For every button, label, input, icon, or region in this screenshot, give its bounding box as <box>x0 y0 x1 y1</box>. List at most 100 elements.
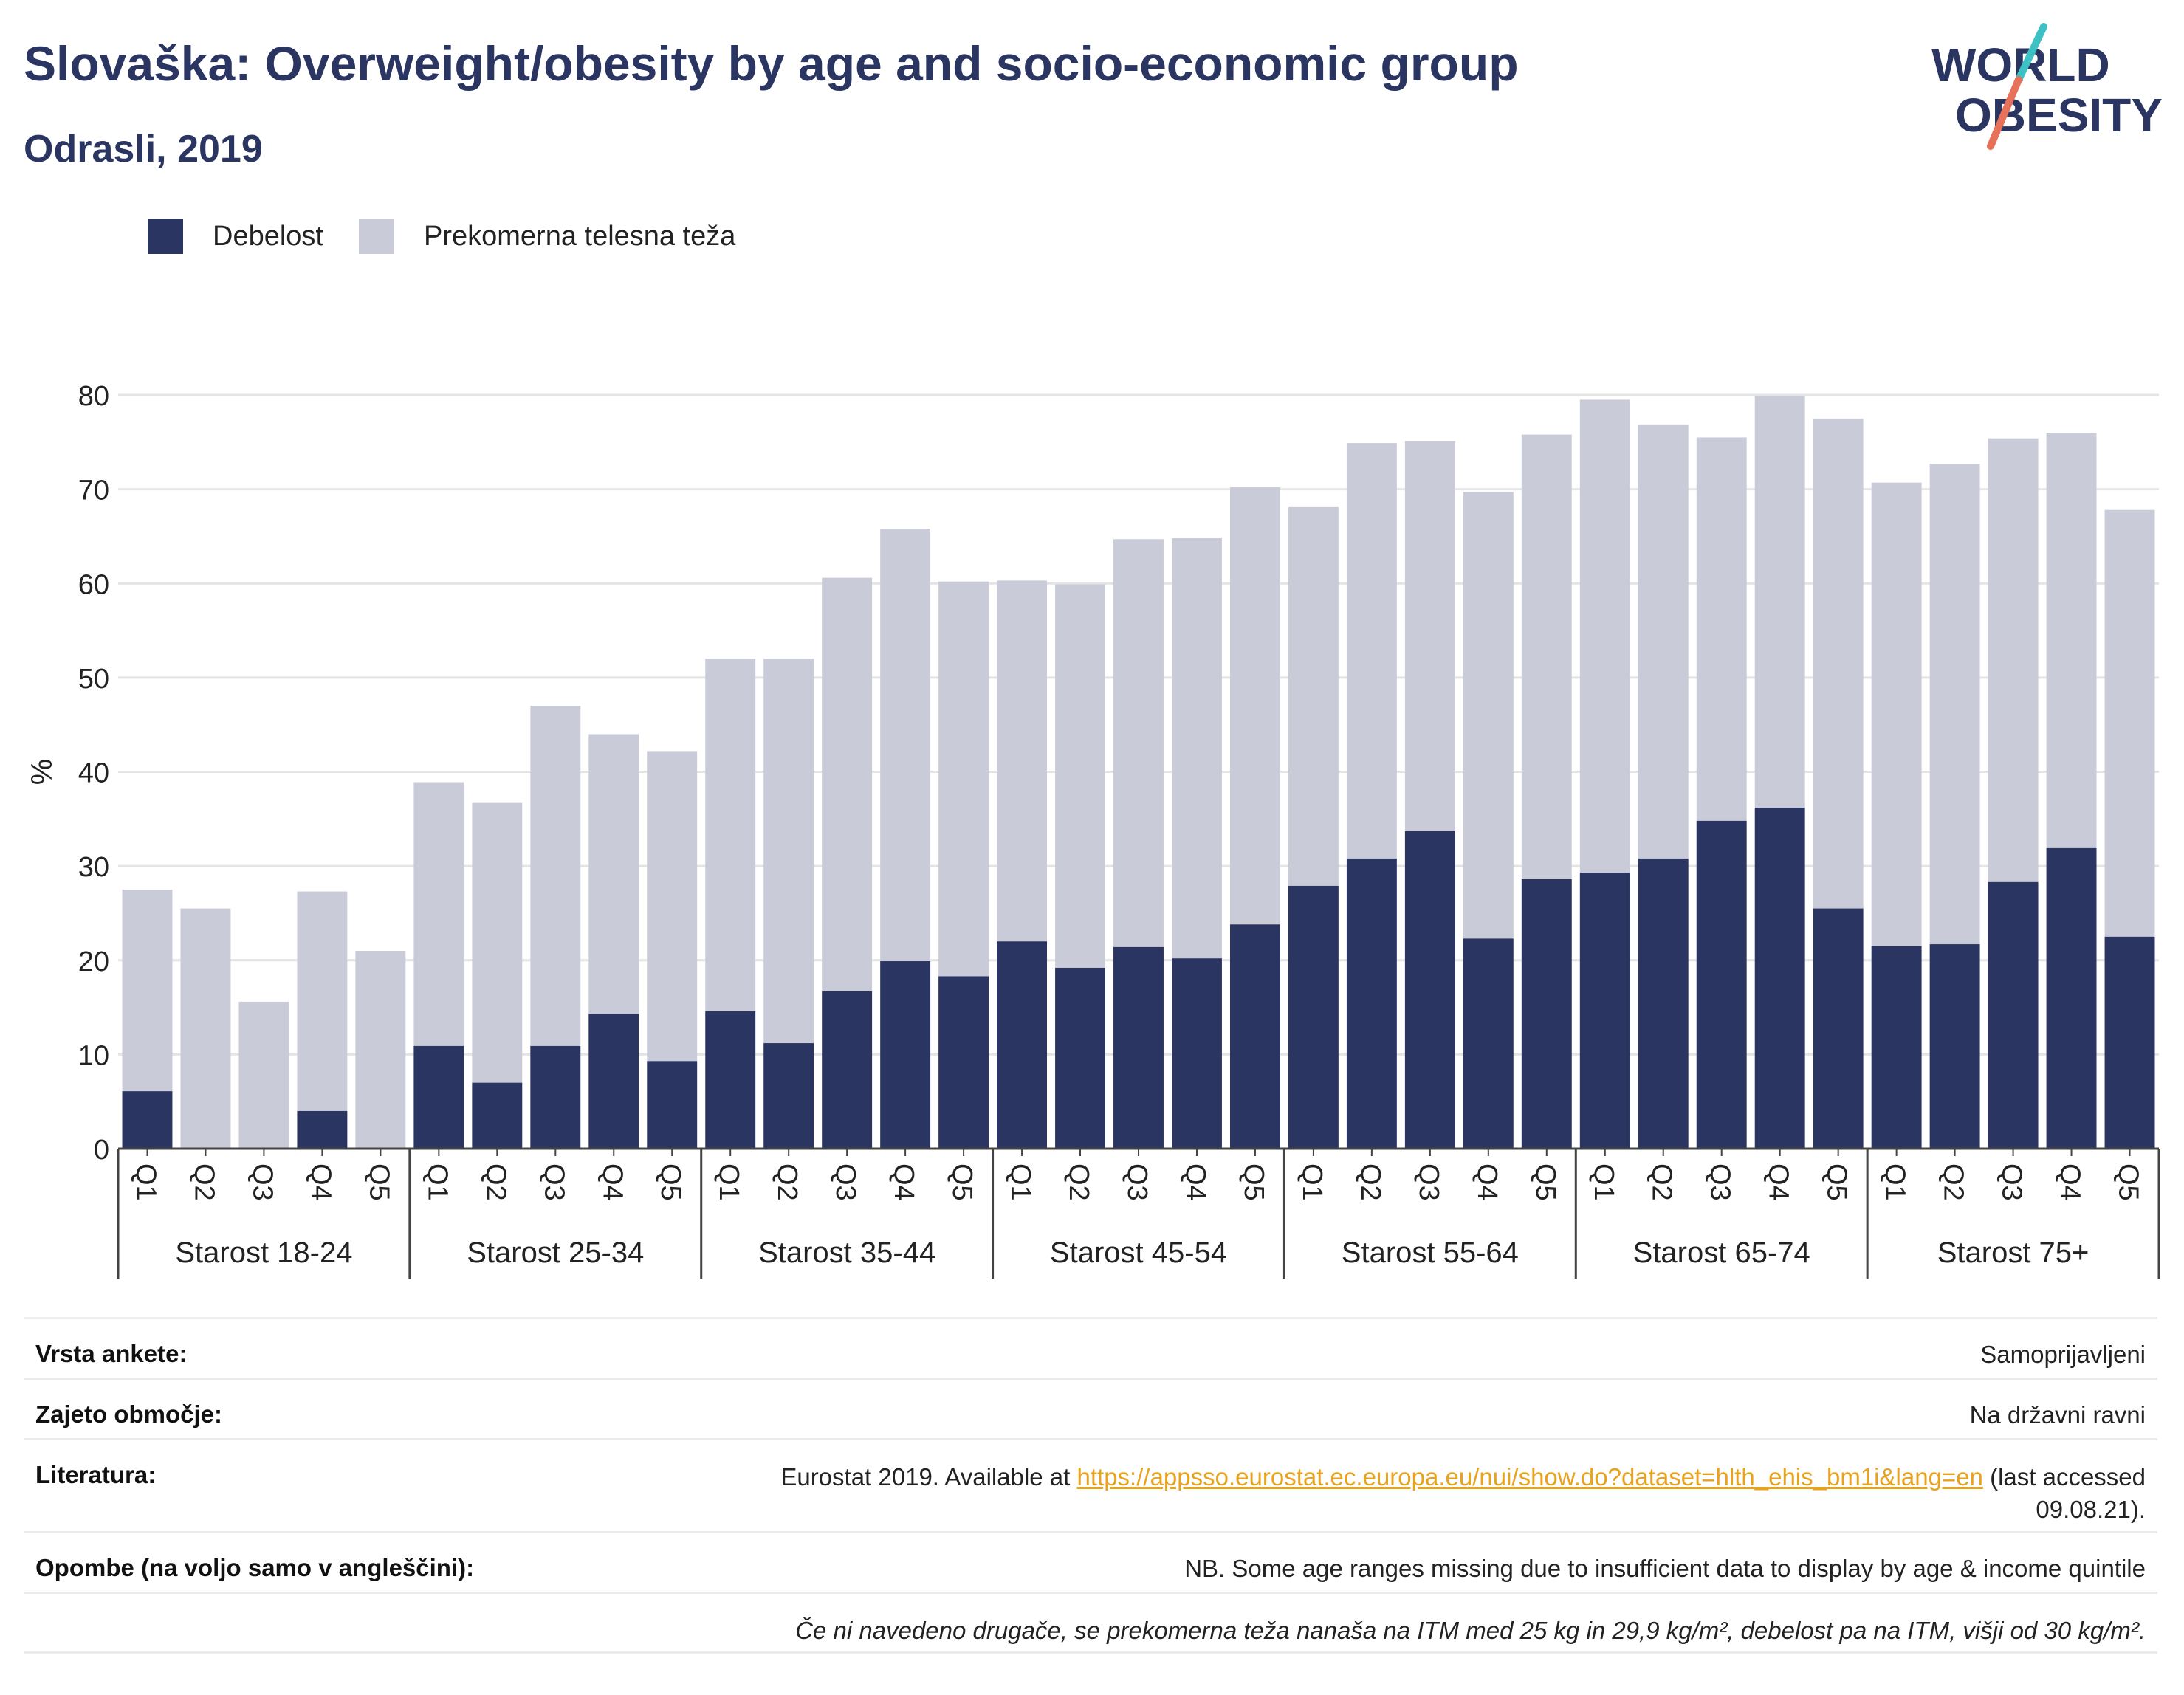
legend-item-obesity: Debelost <box>148 219 323 254</box>
y-tick-label: 80 <box>78 381 109 412</box>
bar-overweight <box>180 908 231 1149</box>
x-tick-label: Q2 <box>480 1163 511 1201</box>
group-label: Starost 25-34 <box>467 1237 644 1269</box>
bar-overweight <box>1055 584 1105 968</box>
bar-overweight <box>413 782 464 1046</box>
bar-obesity <box>530 1045 581 1149</box>
x-tick-label: Q3 <box>538 1163 569 1201</box>
bar-obesity <box>1696 820 1747 1149</box>
bar-obesity <box>822 991 873 1149</box>
bar-obesity <box>1579 873 1630 1149</box>
x-tick-label: Q1 <box>713 1163 744 1201</box>
x-tick-label: Q4 <box>1472 1163 1503 1201</box>
bar-obesity <box>1813 908 1864 1149</box>
x-tick-label: Q4 <box>305 1163 336 1201</box>
reference-prefix: Eurostat 2019. Available at <box>780 1463 1077 1491</box>
legend-swatch-overweight <box>358 219 394 254</box>
bar-obesity <box>1404 831 1455 1149</box>
meta-row-coverage: Zajeto območje: Na državni ravni <box>24 1378 2157 1438</box>
bar-overweight <box>1754 396 1805 808</box>
meta-coverage-label: Zajeto območje: <box>35 1400 223 1428</box>
bar-overweight <box>472 802 523 1083</box>
x-tick-label: Q4 <box>1763 1163 1794 1201</box>
bar-overweight <box>647 751 698 1062</box>
meta-survey-label: Vrsta ankete: <box>35 1340 188 1367</box>
bar-obesity <box>413 1045 464 1149</box>
chart-legend: Debelost Prekomerna telesna teža <box>148 219 771 254</box>
group-label: Starost 45-54 <box>1050 1237 1227 1269</box>
bar-obesity <box>588 1014 639 1149</box>
page-subtitle: Odrasli, 2019 <box>24 128 263 171</box>
bar-overweight <box>2104 509 2155 937</box>
meta-reference-label: Literatura: <box>35 1461 157 1488</box>
group-label: Starost 75+ <box>1937 1237 2089 1269</box>
bar-obesity <box>1988 881 2039 1149</box>
x-tick-label: Q4 <box>1180 1163 1211 1201</box>
meta-survey-value: Samoprijavljeni <box>1980 1341 2146 1368</box>
meta-reference-value: Eurostat 2019. Available at https://apps… <box>669 1461 2146 1526</box>
y-tick-label: 20 <box>78 946 109 977</box>
group-label: Starost 18-24 <box>175 1237 352 1269</box>
bar-overweight <box>2046 433 2097 848</box>
x-tick-label: Q5 <box>363 1163 394 1201</box>
x-tick-label: Q3 <box>830 1163 861 1201</box>
bar-obesity <box>2104 936 2155 1149</box>
bar-overweight <box>1229 487 1280 925</box>
bar-obesity <box>1871 946 1922 1149</box>
x-tick-label: Q5 <box>947 1163 978 1201</box>
x-tick-label: Q1 <box>1297 1163 1328 1201</box>
x-tick-label: Q1 <box>1005 1163 1036 1201</box>
x-tick-label: Q1 <box>1880 1163 1911 1201</box>
legend-item-overweight: Prekomerna telesna teža <box>358 219 736 254</box>
bar-overweight <box>355 950 406 1149</box>
x-tick-label: Q2 <box>1355 1163 1386 1201</box>
bar-overweight <box>1696 437 1747 821</box>
x-tick-label: Q5 <box>2113 1163 2144 1201</box>
x-tick-label: Q2 <box>772 1163 803 1201</box>
bar-overweight <box>122 890 173 1092</box>
x-tick-label: Q2 <box>1938 1163 1969 1201</box>
bar-overweight <box>822 577 873 991</box>
x-tick-label: Q2 <box>1646 1163 1678 1201</box>
meta-row-reference: Literatura: Eurostat 2019. Available at … <box>24 1438 2157 1531</box>
bar-obesity <box>938 976 989 1149</box>
bar-obesity <box>1288 885 1339 1149</box>
x-tick-label: Q1 <box>130 1163 161 1201</box>
legend-swatch-obesity <box>148 219 183 254</box>
x-tick-label: Q5 <box>1530 1163 1561 1201</box>
x-tick-label: Q3 <box>1413 1163 1444 1201</box>
bar-obesity <box>647 1061 698 1149</box>
bar-obesity <box>1521 879 1572 1149</box>
reference-link[interactable]: https://appsso.eurostat.ec.europa.eu/nui… <box>1076 1463 1983 1491</box>
y-axis-label: % <box>26 759 58 785</box>
meta-row-notes: Opombe (na voljo samo v angleščini): NB.… <box>24 1531 2157 1592</box>
bar-overweight <box>1346 443 1397 859</box>
bar-obesity <box>2046 848 2097 1149</box>
bar-obesity <box>705 1011 756 1149</box>
x-tick-label: Q4 <box>597 1163 628 1201</box>
bar-overweight <box>1638 424 1689 859</box>
meta-row-definition: Če ni navedeno drugače, se prekomerna te… <box>24 1592 2157 1654</box>
group-label: Starost 35-44 <box>758 1237 935 1269</box>
bar-overweight <box>530 706 581 1046</box>
bar-obesity <box>1754 807 1805 1149</box>
bar-overweight <box>238 1001 289 1149</box>
bar-obesity <box>1229 924 1280 1149</box>
legend-label-overweight: Prekomerna telesna teža <box>423 220 736 252</box>
bar-obesity <box>472 1082 523 1149</box>
bar-overweight <box>880 529 931 962</box>
y-tick-label: 60 <box>78 569 109 600</box>
meta-notes-label: Opombe (na voljo samo v angleščini): <box>35 1554 475 1581</box>
bar-overweight <box>763 659 814 1044</box>
x-tick-label: Q1 <box>1588 1163 1619 1201</box>
bar-overweight <box>705 659 756 1011</box>
x-tick-label: Q1 <box>422 1163 453 1201</box>
bar-overweight <box>1113 539 1164 947</box>
meta-definition: Če ni navedeno drugače, se prekomerna te… <box>795 1617 2146 1644</box>
y-tick-label: 10 <box>78 1040 109 1071</box>
bar-obesity <box>1113 946 1164 1149</box>
reference-suffix: (last accessed 09.08.21). <box>1982 1463 2146 1523</box>
bar-obesity <box>297 1110 348 1149</box>
page-title: Slovaška: Overweight/obesity by age and … <box>24 36 1519 91</box>
meta-row-survey: Vrsta ankete: Samoprijavljeni <box>24 1317 2157 1378</box>
